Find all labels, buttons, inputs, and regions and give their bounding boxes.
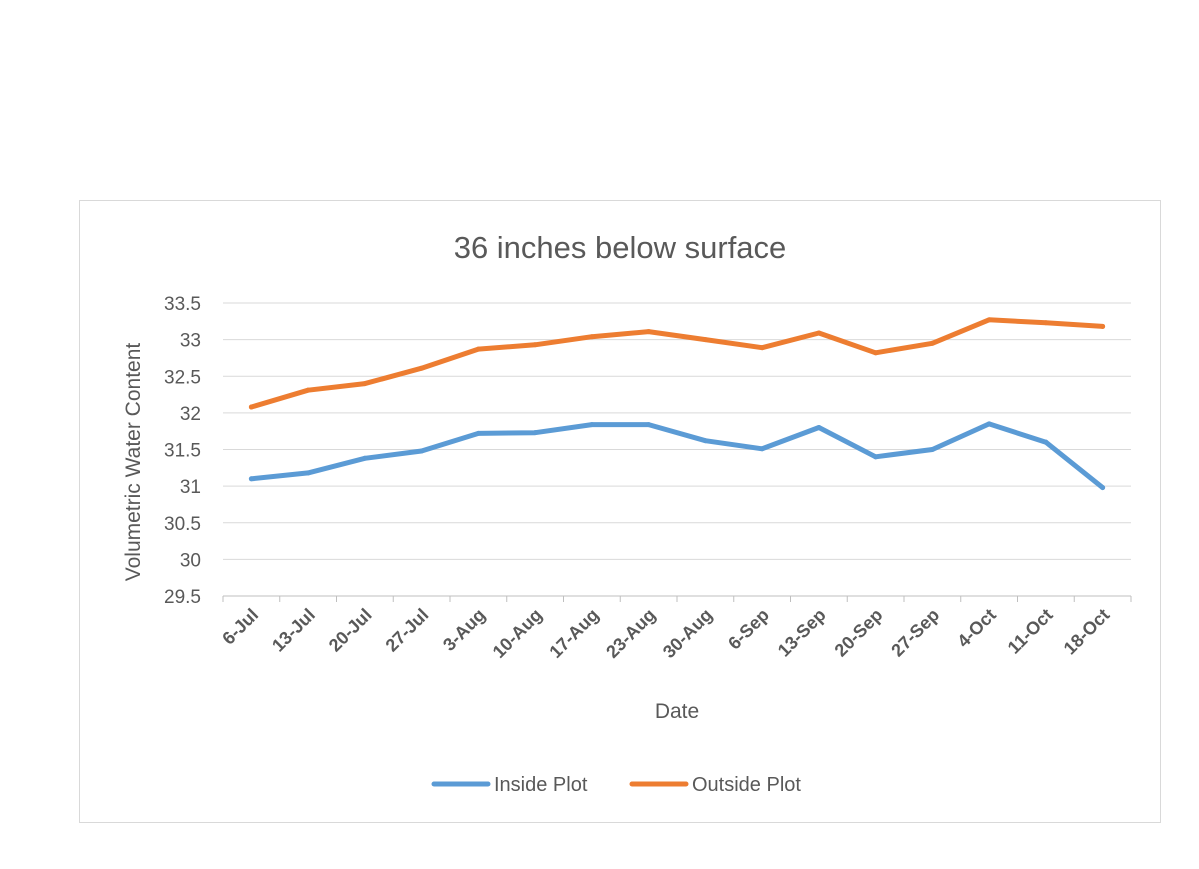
data-point — [702, 438, 708, 444]
data-point — [1100, 485, 1106, 491]
x-tick-label: 18-Oct — [1060, 605, 1114, 659]
x-tick-label: 10-Aug — [489, 605, 546, 662]
data-point — [305, 470, 311, 476]
x-tick-label: 3-Aug — [439, 605, 489, 655]
y-tick-label: 32.5 — [164, 367, 201, 388]
x-tick-label: 23-Aug — [602, 605, 659, 662]
x-axis-title: Date — [655, 700, 699, 723]
x-tick-label: 17-Aug — [545, 605, 602, 662]
data-point — [702, 337, 708, 343]
data-point — [929, 340, 935, 346]
data-point — [475, 346, 481, 352]
data-point — [248, 404, 254, 410]
data-point — [986, 421, 992, 427]
data-point — [589, 422, 595, 428]
legend-label-inside-plot: Inside Plot — [494, 774, 588, 796]
data-point — [305, 387, 311, 393]
series-line-inside-plot — [248, 421, 1106, 491]
data-point — [986, 317, 992, 323]
data-point — [646, 329, 652, 335]
gridlines — [223, 302, 1131, 560]
data-point — [873, 454, 879, 460]
data-point — [362, 381, 368, 387]
data-point — [419, 365, 425, 371]
series-line-outside-plot — [248, 317, 1106, 410]
x-tick-label: 20-Jul — [325, 605, 376, 656]
data-point — [589, 334, 595, 340]
y-tick-label: 32 — [180, 404, 201, 425]
x-tick-label: 27-Jul — [382, 605, 433, 656]
data-point — [646, 422, 652, 428]
data-point — [1043, 439, 1049, 445]
data-point — [362, 455, 368, 461]
x-tick-label: 11-Oct — [1004, 605, 1057, 658]
y-tick-label: 31.5 — [164, 441, 201, 462]
legend-label-outside-plot: Outside Plot — [692, 774, 801, 796]
data-point — [248, 476, 254, 482]
data-point — [816, 425, 822, 431]
data-point — [419, 448, 425, 454]
y-tick-label: 29.5 — [164, 587, 201, 608]
chart-title: 36 inches below surface — [454, 230, 787, 265]
x-tick-label: 30-Aug — [659, 605, 716, 662]
data-point — [475, 430, 481, 436]
chart-area — [79, 200, 1161, 823]
y-tick-label: 33 — [180, 331, 201, 352]
legend: Inside Plot Outside Plot — [431, 774, 801, 796]
series-layer — [248, 317, 1106, 491]
data-point — [1043, 320, 1049, 326]
data-point — [759, 446, 765, 452]
y-axis-ticks: 33.5 33 32.5 32 31.5 31 30.5 30 29.5 — [164, 294, 201, 608]
data-point — [759, 345, 765, 351]
y-tick-label: 30.5 — [164, 514, 201, 535]
x-tick-label: 4-Oct — [953, 605, 1000, 652]
x-tick-label: 6-Jul — [218, 605, 262, 649]
y-axis-title: Volumetric Water Content — [122, 343, 145, 582]
x-tick-label: 13-Sep — [774, 605, 830, 661]
data-point — [873, 350, 879, 356]
y-tick-label: 31 — [180, 477, 201, 498]
x-axis-ticks: 6-Jul 13-Jul 20-Jul 27-Jul 3-Aug 10-Aug 17-Aug… — [218, 596, 1132, 662]
data-point — [929, 447, 935, 452]
y-tick-label: 33.5 — [164, 294, 201, 315]
x-tick-label: 6-Sep — [724, 605, 773, 654]
x-tick-label: 20-Sep — [831, 605, 887, 661]
data-point — [532, 342, 538, 348]
data-point — [816, 330, 822, 336]
x-tick-label: 27-Sep — [887, 605, 943, 661]
data-point — [532, 430, 538, 436]
x-tick-label: 13-Jul — [268, 605, 319, 656]
y-tick-label: 30 — [180, 550, 201, 571]
data-point — [1100, 323, 1106, 329]
